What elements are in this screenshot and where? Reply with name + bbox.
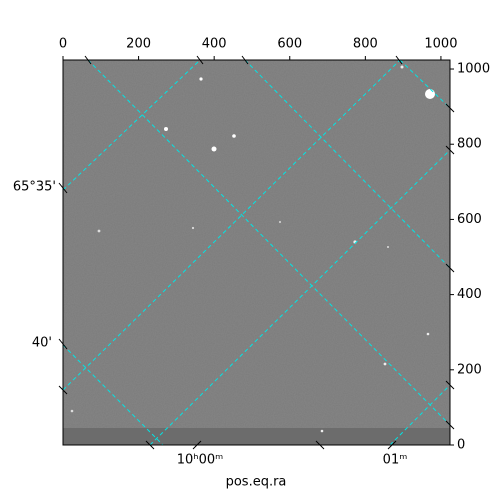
x-tick-label: 400 [202, 37, 227, 52]
y-world-tick-label: 40' [32, 336, 52, 351]
x-world-tick-label: 01ᵐ [383, 453, 408, 468]
y-tick-label: 1000 [457, 62, 490, 77]
world-grid [62, 59, 451, 446]
y-tick-label: 800 [457, 137, 482, 152]
x-axis-label: pos.eq.ra [226, 475, 287, 490]
x-world-tick-label: 10ʰ00ᵐ [177, 453, 223, 468]
x-tick-label: 0 [59, 37, 67, 52]
x-tick-label: 1000 [424, 37, 457, 52]
y-tick-label: 200 [457, 362, 482, 377]
y-tick-label: 400 [457, 287, 482, 302]
sky-image [63, 60, 450, 445]
y-world-tick-label: 65°35' [13, 180, 56, 195]
x-tick-label: 600 [277, 37, 302, 52]
y-tick-label: 600 [457, 212, 482, 227]
axes-frame [62, 59, 451, 446]
x-tick-label: 800 [353, 37, 378, 52]
x-tick-label: 200 [126, 37, 151, 52]
y-tick-label: 0 [457, 438, 465, 453]
